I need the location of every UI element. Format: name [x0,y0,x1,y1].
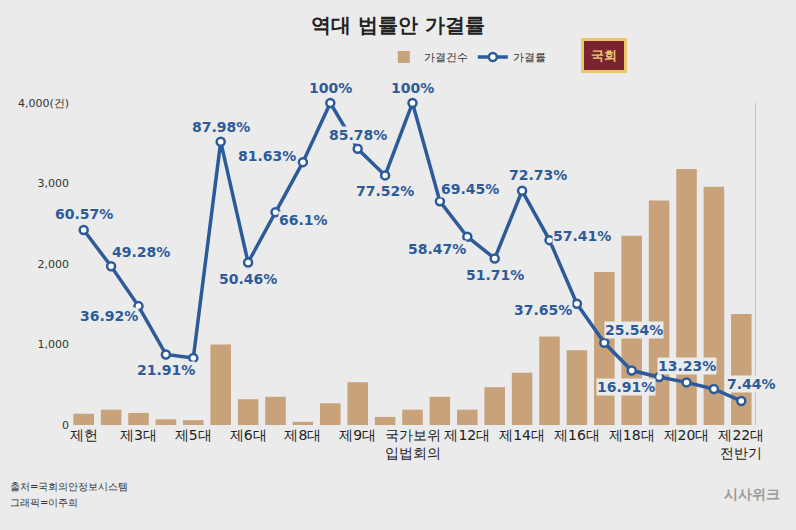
svg-text:85.78%: 85.78% [329,127,387,143]
svg-text:제20대: 제20대 [664,427,710,443]
svg-text:가결건수: 가결건수 [424,51,468,64]
svg-text:50.46%: 50.46% [219,271,277,287]
svg-text:2,000: 2,000 [38,258,70,271]
svg-text:국가보위입법회의: 국가보위입법회의 [385,427,441,461]
svg-text:역대 법률안 가결률: 역대 법률안 가결률 [311,13,485,37]
svg-text:제12대: 제12대 [444,427,490,443]
svg-text:57.41%: 57.41% [553,228,611,244]
svg-text:49.28%: 49.28% [112,244,170,260]
svg-text:72.73%: 72.73% [509,167,567,183]
svg-text:37.65%: 37.65% [514,302,572,318]
svg-text:제22대전반기: 제22대전반기 [718,427,764,461]
svg-text:100%: 100% [391,80,434,96]
svg-text:제14대: 제14대 [499,427,545,443]
svg-text:국회: 국회 [591,48,617,63]
svg-text:51.71%: 51.71% [466,267,524,283]
svg-text:36.92%: 36.92% [80,308,138,324]
svg-text:제16대: 제16대 [554,427,600,443]
svg-text:21.91%: 21.91% [137,362,195,378]
svg-text:3,000: 3,000 [38,177,70,190]
svg-text:제8대: 제8대 [284,427,321,443]
svg-text:7.44%: 7.44% [727,376,776,392]
svg-text:60.57%: 60.57% [55,206,113,222]
svg-text:58.47%: 58.47% [408,241,466,257]
svg-text:87.98%: 87.98% [192,119,250,135]
svg-text:16.91%: 16.91% [597,379,655,395]
svg-text:100%: 100% [309,80,352,96]
svg-text:81.63%: 81.63% [238,148,296,164]
svg-text:제9대: 제9대 [339,427,376,443]
svg-text:0: 0 [62,419,69,432]
svg-text:1,000: 1,000 [38,338,70,351]
svg-text:66.1%: 66.1% [279,212,328,228]
svg-text:그래픽=이주희: 그래픽=이주희 [10,497,78,508]
svg-text:제헌: 제헌 [70,427,98,443]
svg-text:25.54%: 25.54% [605,322,663,338]
svg-text:13.23%: 13.23% [658,358,716,374]
svg-text:제6대: 제6대 [230,427,267,443]
svg-text:제5대: 제5대 [175,427,212,443]
svg-text:출처=국회의안정보시스템: 출처=국회의안정보시스템 [10,481,128,492]
svg-text:제18대: 제18대 [609,427,655,443]
svg-text:4,000(건): 4,000(건) [18,97,69,110]
svg-text:시사위크: 시사위크 [724,486,780,502]
svg-text:77.52%: 77.52% [356,183,414,199]
svg-text:제3대: 제3대 [120,427,157,443]
svg-text:69.45%: 69.45% [441,181,499,197]
svg-text:가결률: 가결률 [513,51,546,64]
